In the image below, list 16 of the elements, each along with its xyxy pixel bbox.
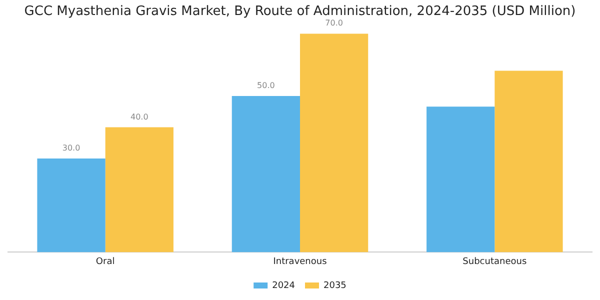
data-label: 70.0 (325, 18, 343, 28)
legend-label: 2035 (324, 280, 346, 291)
data-label: 30.0 (62, 144, 80, 153)
chart-title: GCC Myasthenia Gravis Market, By Route of Administration, 2024-2035 (USD Million) (24, 4, 576, 20)
bar (494, 70, 563, 252)
x-tick-label: Subcutaneous (462, 256, 527, 267)
bar (426, 106, 495, 252)
data-label: 50.0 (257, 81, 275, 90)
x-tick-label: Oral (96, 256, 115, 267)
legend-label: 2024 (272, 280, 296, 291)
bar (300, 34, 368, 252)
data-label: 40.0 (130, 112, 148, 122)
x-tick-label: Intravenous (273, 256, 328, 267)
bar (105, 127, 174, 252)
bar (232, 96, 300, 252)
bar (37, 158, 106, 252)
